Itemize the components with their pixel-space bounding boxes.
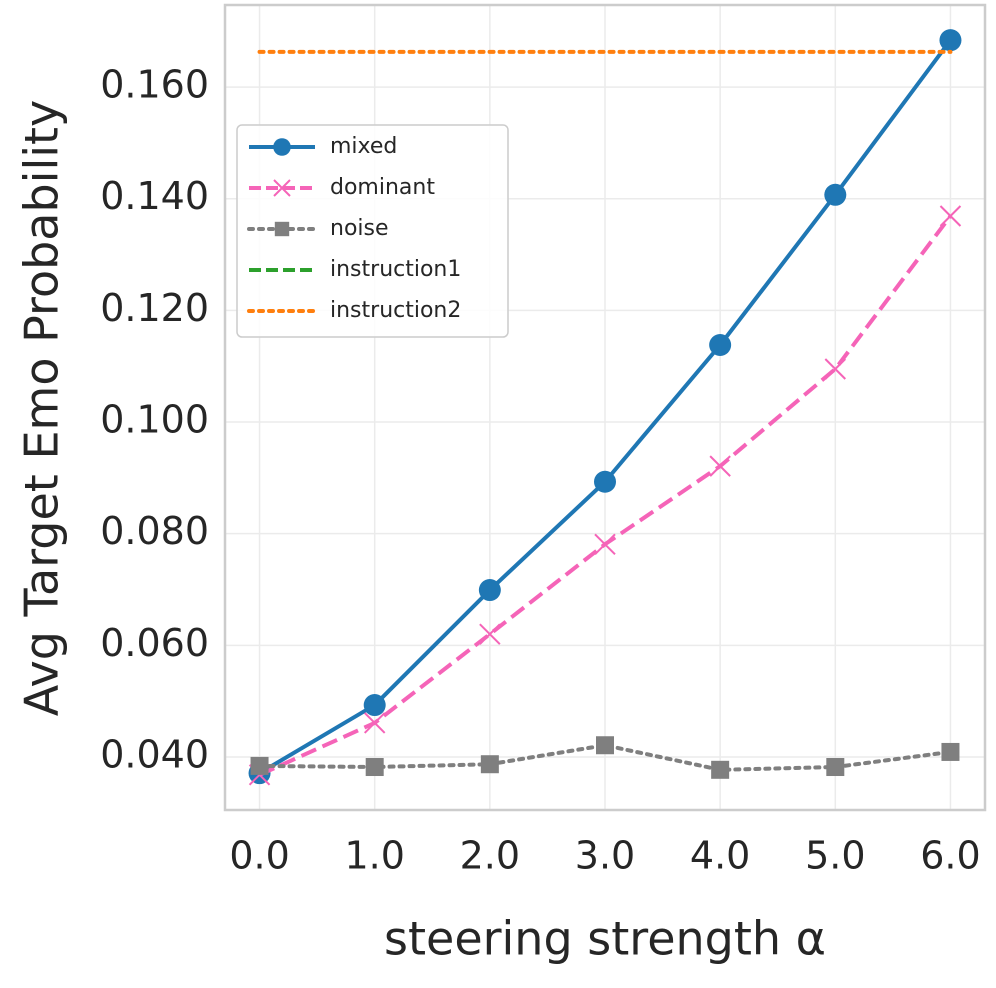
y-tick-label: 0.100 xyxy=(100,398,209,442)
point xyxy=(824,358,847,380)
y-tick-label: 0.040 xyxy=(100,732,209,776)
legend-marker xyxy=(274,221,290,237)
point xyxy=(363,694,386,717)
point xyxy=(596,736,614,755)
point xyxy=(824,183,847,206)
y-tick-label: 0.060 xyxy=(100,621,209,665)
point xyxy=(709,455,731,477)
point xyxy=(479,623,501,645)
point xyxy=(941,742,960,761)
x-tick-label: 2.0 xyxy=(460,834,520,878)
point xyxy=(594,533,616,555)
x-tick-label: 4.0 xyxy=(690,834,750,878)
point xyxy=(478,579,501,602)
y-axis-label: Avg Target Emo Probability xyxy=(15,100,69,717)
point xyxy=(826,758,845,777)
point xyxy=(939,29,962,52)
legend-marker xyxy=(273,138,291,156)
point xyxy=(363,712,386,734)
x-tick-label: 6.0 xyxy=(920,834,980,878)
x-axis-label: steering strength α xyxy=(384,912,826,966)
legend-label: dominant xyxy=(330,175,435,200)
point xyxy=(365,758,384,777)
plot-frame xyxy=(223,3,987,812)
point xyxy=(594,470,616,493)
legend: mixed dominant noise instruction1 instructio… xyxy=(236,124,509,338)
point xyxy=(709,333,732,356)
legend-label: instruction1 xyxy=(330,257,461,282)
y-tick-label: 0.140 xyxy=(100,174,209,218)
x-tick-label: 5.0 xyxy=(805,834,865,878)
y-tick-label: 0.160 xyxy=(100,63,209,107)
y-tick-label: 0.120 xyxy=(100,286,209,330)
legend-label: instruction2 xyxy=(330,298,461,323)
x-tick-label: 3.0 xyxy=(575,834,635,878)
point xyxy=(480,755,499,774)
x-tick-label: 0.0 xyxy=(229,834,289,878)
point xyxy=(711,760,730,779)
y-tick-label: 0.080 xyxy=(100,509,209,553)
legend-marker xyxy=(273,179,291,197)
point xyxy=(939,205,962,227)
legend-label: noise xyxy=(330,216,389,241)
legend-frame xyxy=(236,124,509,338)
point xyxy=(250,756,269,775)
x-tick-label: 1.0 xyxy=(344,834,404,878)
legend-label: mixed xyxy=(330,134,397,159)
